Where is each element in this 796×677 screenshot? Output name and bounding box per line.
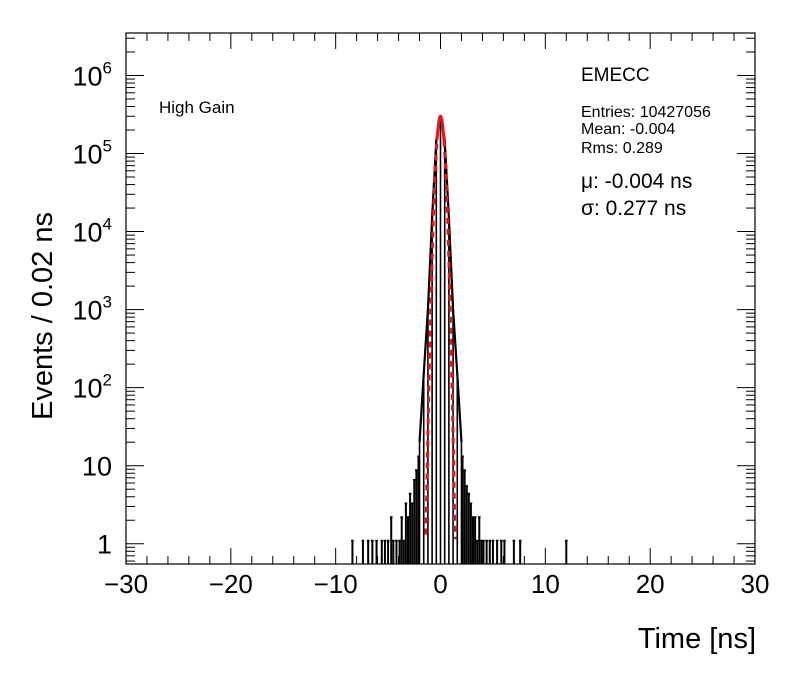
y-tick-label: 105 bbox=[72, 137, 112, 170]
y-tick-label: 103 bbox=[72, 293, 112, 326]
stats-mean: Mean: -0.004 bbox=[581, 121, 675, 138]
histogram-layer bbox=[351, 116, 568, 564]
y-axis-label: Events / 0.02 ns bbox=[27, 212, 59, 420]
stats-entries: Entries: 10427056 bbox=[581, 104, 711, 121]
x-tick-label: 30 bbox=[741, 569, 770, 599]
fit-curve-right-dashed bbox=[442, 140, 457, 540]
ticks-layer bbox=[125, 33, 756, 564]
stats-rms: Rms: 0.289 bbox=[581, 140, 663, 157]
y-tick-label-exponent: 5 bbox=[103, 137, 112, 156]
y-tick-label-exponent: 4 bbox=[103, 215, 112, 234]
y-tick-label: 106 bbox=[72, 58, 112, 91]
annotation-high-gain: High Gain bbox=[159, 98, 235, 117]
y-tick-label-exponent: 2 bbox=[103, 371, 112, 390]
y-tick-label-exponent: 3 bbox=[103, 293, 112, 312]
y-tick-label-base: 10 bbox=[72, 296, 102, 326]
y-tick-label: 1 bbox=[97, 530, 112, 560]
y-tick-label-base: 10 bbox=[72, 374, 102, 404]
x-tick-label: 0 bbox=[433, 569, 447, 599]
fit-curve-left-dashed bbox=[424, 139, 439, 535]
x-tick-label: −10 bbox=[314, 569, 358, 599]
fit-mu: μ: -0.004 ns bbox=[581, 170, 692, 193]
x-axis-label: Time [ns] bbox=[638, 623, 756, 655]
x-tick-label: 10 bbox=[531, 569, 560, 599]
x-tick-label: −20 bbox=[209, 569, 253, 599]
fit-curve-solid bbox=[435, 114, 446, 142]
y-tick-label-base: 10 bbox=[72, 140, 102, 170]
x-tick-label: 20 bbox=[636, 569, 665, 599]
stats-title: EMECC bbox=[581, 65, 650, 86]
y-tick-label-base: 10 bbox=[72, 218, 102, 248]
x-tick-label: −30 bbox=[104, 569, 148, 599]
y-tick-label: 10 bbox=[82, 452, 112, 482]
y-tick-label: 102 bbox=[72, 371, 112, 404]
y-tick-label: 104 bbox=[72, 215, 112, 248]
fit-layer bbox=[424, 114, 457, 540]
fit-sigma: σ: 0.277 ns bbox=[581, 197, 686, 220]
y-tick-label-exponent: 6 bbox=[103, 58, 112, 77]
y-tick-label-base: 10 bbox=[72, 61, 102, 91]
